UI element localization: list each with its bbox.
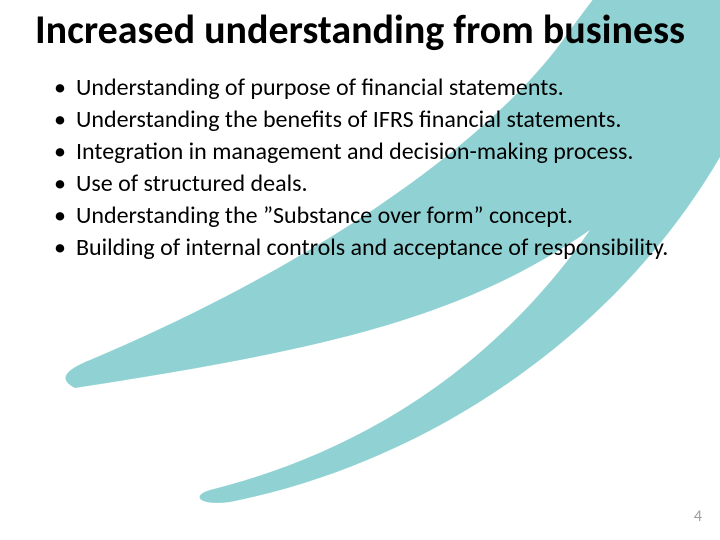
bullet-list: Understanding of purpose of financial st… (0, 73, 676, 263)
bullet-item: Understanding of purpose of financial st… (76, 73, 676, 103)
bullet-item: Use of structured deals. (76, 169, 676, 199)
bullet-item: Building of internal controls and accept… (76, 233, 676, 263)
slide-title: Increased understanding from business (0, 0, 720, 59)
bullet-item: Integration in management and decision-m… (76, 137, 676, 167)
page-number: 4 (694, 507, 702, 526)
bullet-item: Understanding the benefits of IFRS finan… (76, 105, 676, 135)
slide-content: Increased understanding from business Un… (0, 0, 720, 540)
bullet-item: Understanding the ”Substance over form” … (76, 201, 676, 231)
